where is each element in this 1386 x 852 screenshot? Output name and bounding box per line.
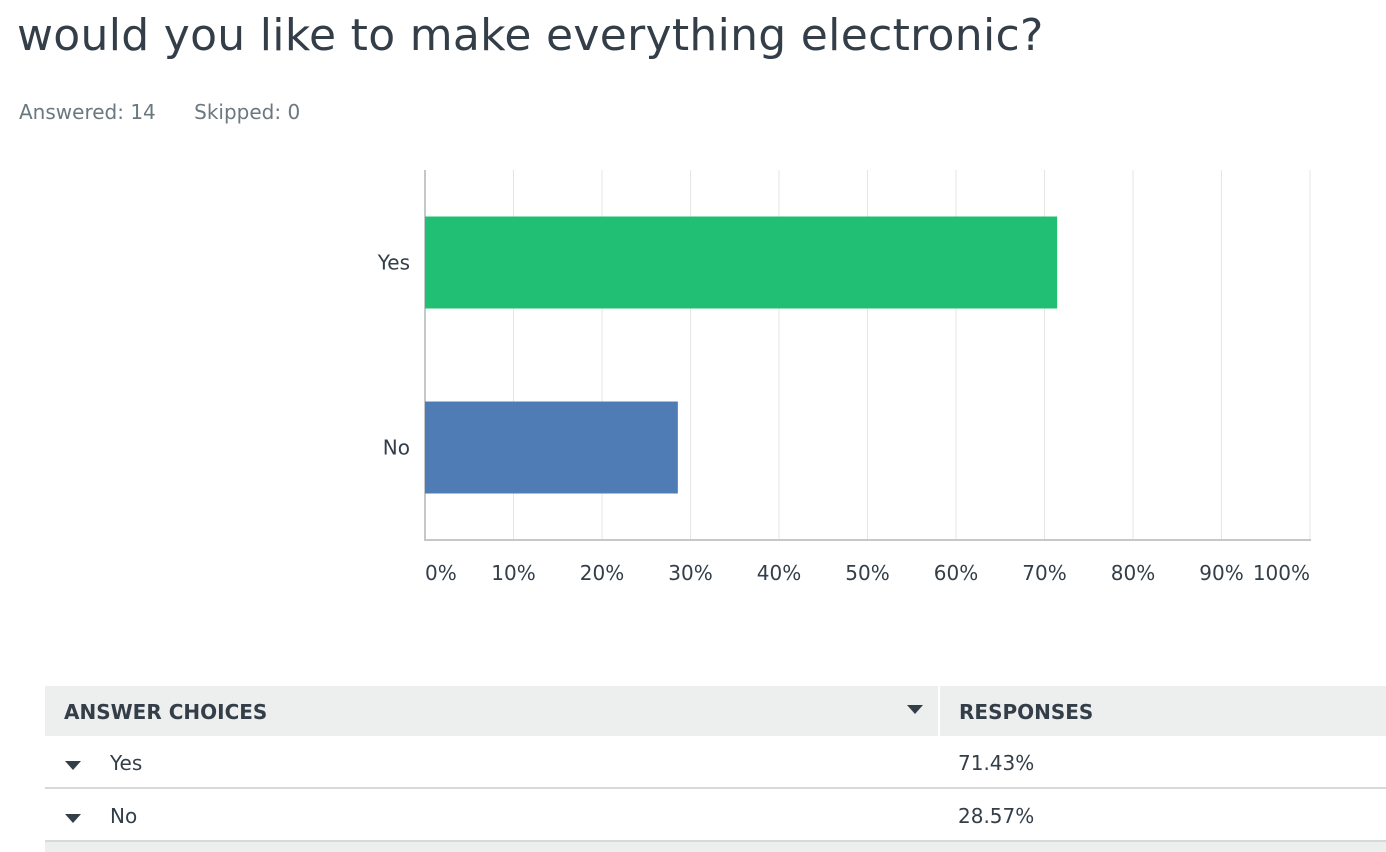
table-footer bbox=[45, 842, 1386, 852]
expand-caret-icon[interactable] bbox=[65, 761, 81, 770]
answer-choice-label: No bbox=[110, 804, 138, 828]
table-header: ANSWER CHOICES RESPONSES bbox=[45, 686, 1386, 736]
column-divider bbox=[938, 686, 940, 736]
x-tick-label: 100% bbox=[1253, 561, 1310, 585]
bar-chart: 0% 10% 20% 30% 40% 50% 60% 70% 80% 90% 100% Yes No bbox=[377, 170, 1311, 585]
response-percent: 71.43% bbox=[958, 751, 1035, 775]
answered-count: Answered: 14 bbox=[19, 100, 156, 124]
response-summary: Answered: 14 Skipped: 0 bbox=[19, 100, 300, 124]
expand-caret-icon[interactable] bbox=[65, 814, 81, 823]
x-tick-label: 90% bbox=[1199, 561, 1243, 585]
responses-header[interactable]: RESPONSES bbox=[959, 700, 1094, 724]
answer-choices-header[interactable]: ANSWER CHOICES bbox=[64, 700, 268, 724]
x-tick-label: 40% bbox=[757, 561, 801, 585]
table-row: No 28.57% bbox=[45, 789, 1386, 842]
x-tick-label: 10% bbox=[491, 561, 535, 585]
answer-choice-label: Yes bbox=[110, 751, 143, 775]
category-label: Yes bbox=[377, 251, 410, 275]
skipped-count: Skipped: 0 bbox=[194, 100, 301, 124]
bar-no bbox=[425, 401, 678, 494]
response-percent: 28.57% bbox=[958, 804, 1035, 828]
x-tick-label: 50% bbox=[845, 561, 889, 585]
x-tick-label: 0% bbox=[425, 561, 457, 585]
bar-yes bbox=[425, 216, 1058, 309]
sort-dropdown-icon[interactable] bbox=[907, 705, 923, 714]
x-tick-label: 70% bbox=[1022, 561, 1066, 585]
x-tick-label: 20% bbox=[580, 561, 624, 585]
x-tick-label: 80% bbox=[1111, 561, 1155, 585]
category-label: No bbox=[383, 436, 410, 460]
question-title: would you like to make everything electr… bbox=[17, 10, 1044, 61]
x-tick-label: 30% bbox=[668, 561, 712, 585]
x-tick-label: 60% bbox=[934, 561, 978, 585]
table-row: Yes 71.43% bbox=[45, 736, 1386, 789]
answer-table: ANSWER CHOICES RESPONSES Yes 71.43% No 2… bbox=[45, 686, 1386, 852]
